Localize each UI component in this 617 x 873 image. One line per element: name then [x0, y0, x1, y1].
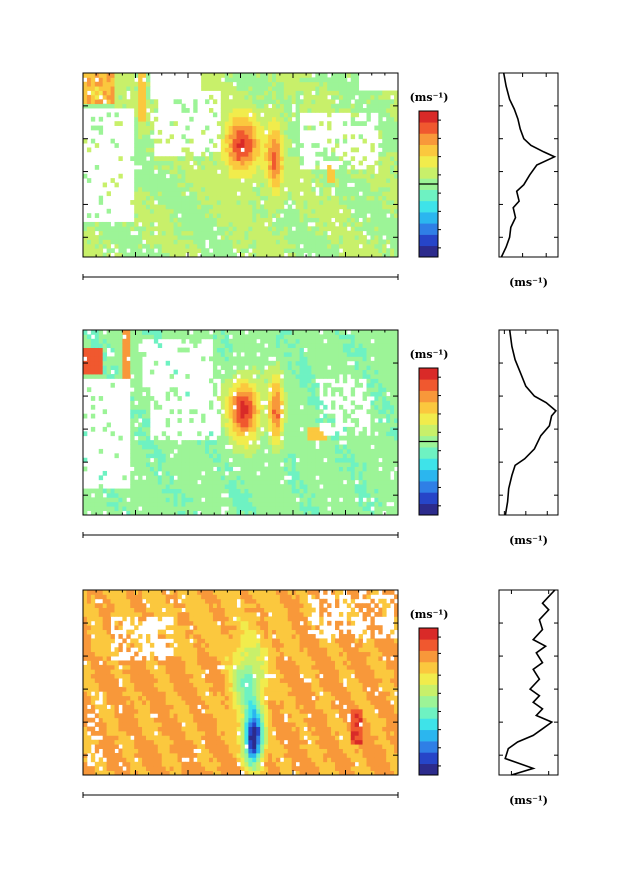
profile-x-label: (ms⁻¹): [509, 534, 548, 547]
profile-line: [504, 589, 556, 776]
colorbar-unit: (ms⁻¹): [410, 91, 449, 104]
colorbar: [419, 628, 438, 776]
profile-x-label: (ms⁻¹): [509, 276, 548, 289]
colorbar-frame: [418, 627, 439, 776]
profile-x-label: (ms⁻¹): [509, 794, 548, 807]
profile-frame: [498, 589, 559, 776]
profile-frame: [498, 329, 559, 516]
heatmap-cells: [83, 330, 399, 516]
colorbar-unit: (ms⁻¹): [410, 608, 449, 621]
profile-frame: [498, 72, 559, 258]
profile-line: [500, 72, 557, 258]
colorbar: [419, 368, 438, 516]
profile-line: [504, 329, 558, 516]
heatmap-cells: [83, 73, 399, 258]
colorbar-unit: (ms⁻¹): [410, 348, 449, 361]
heatmap-cells: [83, 590, 399, 776]
